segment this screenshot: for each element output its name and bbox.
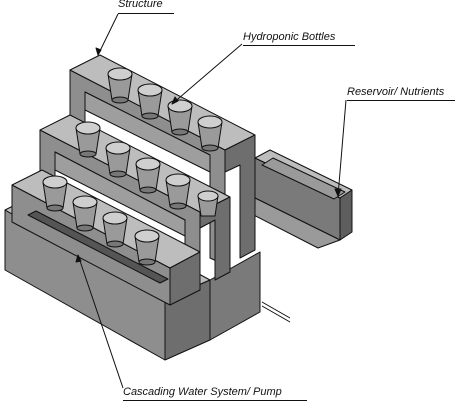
label-pump-underline: [123, 400, 307, 401]
bottle: [75, 121, 101, 158]
bottle: [134, 229, 160, 266]
label-reservoir-underline: [347, 100, 455, 101]
label-bottles-underline: [243, 45, 355, 46]
leader-lines: [75, 13, 347, 389]
bottle: [135, 157, 161, 194]
bottle: [165, 173, 191, 210]
bottle: [197, 115, 223, 152]
label-reservoir-nutrients: Reservoir/ Nutrients: [347, 86, 445, 98]
label-structure-underline: [118, 13, 174, 14]
bottle: [167, 99, 193, 136]
hydroponic-bottles: [42, 67, 223, 266]
bottle: [107, 67, 133, 104]
bottle: [42, 175, 68, 212]
label-cascading-water-pump: Cascading Water System/ Pump: [123, 386, 282, 398]
label-hydroponic-bottles: Hydroponic Bottles: [243, 31, 336, 43]
label-structure: Structure: [118, 0, 163, 10]
reservoir-tank: [239, 149, 353, 249]
bottle: [72, 195, 98, 232]
bottle: [137, 83, 163, 120]
bottle: [105, 141, 131, 178]
bottle: [197, 190, 219, 217]
bottle: [102, 211, 128, 248]
